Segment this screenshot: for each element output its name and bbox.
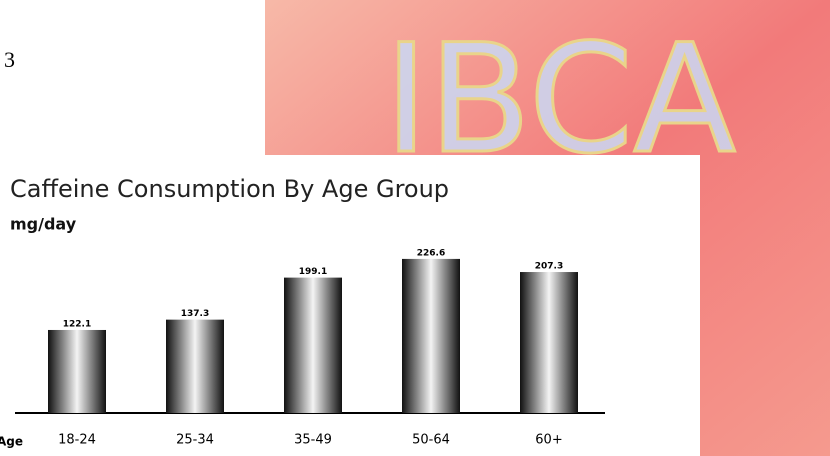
bar <box>166 320 224 413</box>
page-number: 3 <box>4 47 15 72</box>
x-tick-label: 25-34 <box>176 433 214 448</box>
x-tick-label: 50-64 <box>412 433 450 448</box>
screenshot: IBCA 3 Caffeine Consumption By Age Group… <box>0 0 830 456</box>
x-axis-label: Age <box>0 435 23 449</box>
x-tick-label: 18-24 <box>58 433 96 448</box>
page: IBCA 3 Caffeine Consumption By Age Group… <box>0 0 830 456</box>
x-tick-label: 35-49 <box>294 433 332 448</box>
bar <box>284 278 342 413</box>
chart-subtitle: mg/day <box>10 215 77 234</box>
data-label: 207.3 <box>535 262 563 272</box>
data-label: 226.6 <box>417 248 445 258</box>
bar <box>520 272 578 413</box>
chart-title: Caffeine Consumption By Age Group <box>10 175 449 203</box>
data-label: 122.1 <box>63 319 91 329</box>
x-tick-label: 60+ <box>535 433 562 448</box>
bar <box>402 259 460 413</box>
data-label: 137.3 <box>181 309 209 319</box>
bar <box>48 330 106 413</box>
data-label: 199.1 <box>299 267 327 277</box>
